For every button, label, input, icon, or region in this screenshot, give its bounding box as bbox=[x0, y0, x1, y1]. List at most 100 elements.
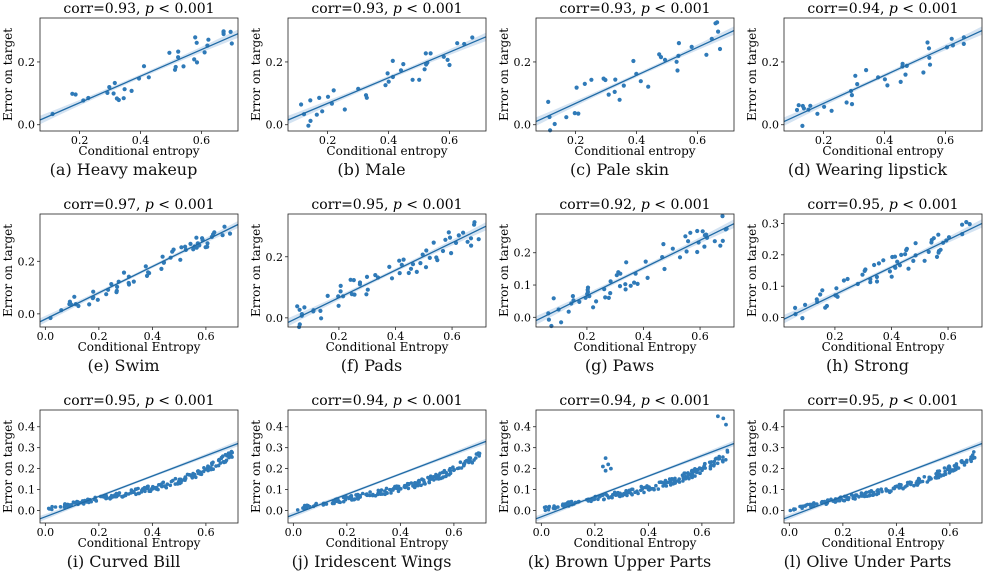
data-point bbox=[299, 102, 304, 107]
data-point bbox=[712, 459, 717, 464]
y-tick-label: 0.4 bbox=[762, 421, 780, 434]
data-point bbox=[845, 276, 850, 282]
regression-line bbox=[535, 29, 735, 123]
y-tick-label: 0.1 bbox=[514, 279, 532, 292]
x-tick-label: 0.6 bbox=[443, 330, 461, 343]
data-point bbox=[445, 57, 450, 63]
data-point bbox=[228, 29, 233, 34]
data-point bbox=[363, 93, 369, 98]
data-point bbox=[559, 320, 564, 325]
data-point bbox=[108, 495, 113, 500]
data-point bbox=[406, 486, 411, 491]
x-tick-label: 0.6 bbox=[941, 526, 959, 539]
chart-title: corr=0.97, p < 0.001 bbox=[63, 197, 214, 213]
data-point bbox=[389, 491, 393, 495]
data-point bbox=[50, 504, 54, 509]
data-point bbox=[120, 494, 124, 499]
data-point bbox=[447, 468, 452, 472]
data-point bbox=[721, 455, 725, 459]
data-point bbox=[95, 297, 100, 302]
data-point bbox=[911, 258, 916, 263]
data-point bbox=[421, 478, 426, 482]
data-point bbox=[544, 505, 548, 509]
data-point bbox=[677, 477, 681, 481]
data-point bbox=[926, 249, 931, 254]
data-point bbox=[617, 97, 622, 102]
data-point bbox=[129, 88, 134, 93]
data-point bbox=[219, 455, 224, 460]
data-point bbox=[624, 260, 629, 265]
y-tick-label: 0.1 bbox=[514, 484, 532, 497]
data-point bbox=[352, 292, 357, 297]
regression-line bbox=[39, 223, 239, 323]
data-point bbox=[683, 234, 688, 239]
data-point bbox=[143, 264, 148, 269]
x-tick-label: 0.4 bbox=[387, 330, 405, 343]
y-tick-label: 0.0 bbox=[266, 504, 284, 517]
data-point bbox=[904, 248, 909, 253]
data-point bbox=[899, 252, 904, 257]
data-point bbox=[693, 474, 697, 478]
data-point bbox=[368, 490, 372, 494]
x-axis-label: Conditional entropy bbox=[574, 144, 695, 158]
data-point bbox=[73, 92, 78, 97]
data-point bbox=[551, 296, 556, 301]
data-point bbox=[632, 280, 637, 285]
data-point bbox=[410, 77, 415, 82]
data-point bbox=[62, 503, 67, 507]
data-point bbox=[895, 484, 899, 488]
data-point bbox=[721, 459, 725, 464]
data-point bbox=[455, 41, 460, 46]
x-tick-label: 0.6 bbox=[197, 330, 215, 343]
chart-title: corr=0.94, p < 0.001 bbox=[311, 393, 462, 409]
data-point bbox=[906, 266, 911, 271]
y-tick-label: 0.3 bbox=[762, 442, 780, 455]
data-point bbox=[375, 492, 380, 497]
data-point bbox=[227, 231, 233, 236]
x-tick-label: 0.2 bbox=[90, 526, 108, 539]
data-point bbox=[690, 472, 695, 476]
data-point bbox=[451, 465, 455, 469]
data-point bbox=[405, 481, 410, 486]
data-point bbox=[677, 255, 683, 260]
data-point bbox=[314, 112, 319, 117]
data-point bbox=[613, 77, 618, 82]
data-point bbox=[874, 274, 879, 280]
y-tick-label: 0.2 bbox=[514, 56, 532, 69]
x-axis-label: Conditional Entropy bbox=[78, 340, 201, 354]
data-point bbox=[635, 281, 640, 286]
data-point bbox=[176, 55, 181, 60]
data-point bbox=[469, 243, 474, 248]
data-point bbox=[419, 483, 423, 488]
x-tick-label: 0.4 bbox=[640, 526, 658, 539]
data-point bbox=[798, 504, 802, 509]
x-tick-label: 0.0 bbox=[781, 526, 799, 539]
x-tick-label: 0.2 bbox=[815, 134, 833, 147]
data-point bbox=[386, 79, 391, 84]
y-tick-label: 0.0 bbox=[762, 312, 780, 325]
data-point bbox=[183, 244, 188, 249]
y-tick-label: 0.2 bbox=[762, 463, 780, 476]
data-point bbox=[612, 89, 617, 94]
data-point bbox=[621, 83, 626, 88]
data-point bbox=[662, 266, 667, 272]
plot-frame bbox=[783, 213, 983, 328]
data-point bbox=[603, 295, 608, 300]
data-point bbox=[303, 505, 308, 510]
regression-line bbox=[39, 442, 239, 520]
data-point bbox=[169, 479, 174, 484]
regression-line bbox=[783, 29, 983, 123]
data-point bbox=[104, 292, 109, 297]
data-point bbox=[604, 492, 608, 497]
data-point bbox=[864, 490, 869, 495]
data-point bbox=[712, 464, 716, 468]
y-tick-label: 0.0 bbox=[18, 504, 36, 517]
chart-title: corr=0.92, p < 0.001 bbox=[559, 197, 710, 213]
data-point bbox=[314, 501, 318, 506]
y-tick-label: 0.2 bbox=[266, 463, 284, 476]
data-point bbox=[717, 46, 723, 52]
y-tick-label: 0.0 bbox=[18, 119, 36, 132]
data-point bbox=[936, 232, 941, 237]
